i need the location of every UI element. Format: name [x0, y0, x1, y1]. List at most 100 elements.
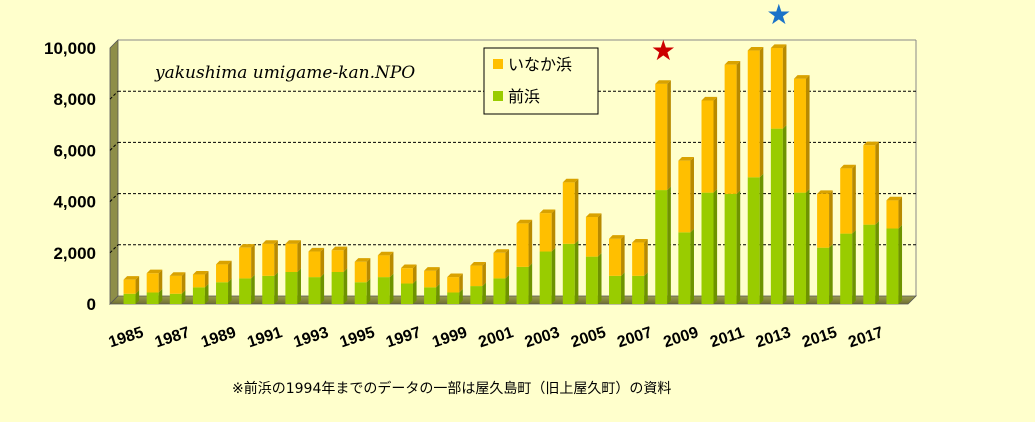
bar-segment	[123, 293, 136, 304]
bar-segment-top	[539, 209, 556, 214]
bar-segment	[516, 266, 529, 304]
gridline-depth	[109, 193, 119, 202]
bar-segment-top	[447, 273, 463, 278]
bar-segment	[470, 265, 483, 287]
bar-segment-top	[632, 238, 648, 243]
bar-segment-side	[436, 283, 440, 304]
y-tick-label: 6,000	[53, 141, 96, 160]
bar-segment-top	[863, 141, 879, 146]
bar-segment-side	[713, 96, 718, 193]
bar-segment	[424, 270, 437, 288]
bar-segment-top	[770, 44, 787, 48]
bar-segment	[192, 287, 205, 304]
side-wall	[109, 39, 119, 305]
x-tick-label: 2015	[800, 324, 839, 351]
bar-segment	[146, 292, 159, 304]
bar-segment	[123, 279, 136, 294]
bar-segment-side	[528, 219, 533, 267]
bar-segment-side	[667, 80, 671, 191]
bar-segment-side	[343, 246, 348, 272]
bar-segment	[239, 247, 252, 279]
bar-segment	[886, 200, 899, 229]
bar-segment-top	[655, 80, 671, 84]
y-tick-label: 8,000	[53, 90, 96, 109]
bar-segment	[585, 216, 598, 257]
bar-segment	[817, 193, 830, 248]
bar-segment-top	[123, 276, 140, 280]
bar-segment-side	[829, 244, 833, 304]
bar-segment-top	[354, 258, 371, 262]
bar-segment-side	[574, 178, 579, 244]
bar-segment	[770, 128, 783, 304]
bar-segment-side	[274, 272, 278, 304]
bar-segment	[447, 277, 460, 293]
bar-segment-side	[135, 290, 140, 304]
bar-segment-side	[297, 268, 301, 304]
bar-segment	[793, 192, 806, 304]
bar-segment-top	[216, 260, 232, 265]
bar-segment	[655, 83, 668, 191]
bar-segment	[377, 255, 390, 278]
gridline-depth	[109, 90, 119, 100]
bar-segment-side	[181, 290, 186, 304]
bar-segment	[377, 277, 390, 304]
bar-segment-side	[644, 272, 648, 304]
bar-segment-side	[366, 258, 371, 283]
bar-segment-top	[377, 251, 394, 256]
x-tick-label: 2007	[615, 324, 654, 351]
x-tick-label: 1999	[430, 324, 469, 351]
bar-segment-side	[852, 164, 856, 234]
bar-segment	[539, 251, 552, 304]
bar-segment	[308, 277, 321, 304]
x-tick-label: 2009	[661, 324, 700, 351]
x-tick-label: 1993	[292, 324, 331, 351]
bar-segment	[216, 264, 229, 283]
bar-segment	[863, 145, 876, 225]
bar-segment-side	[597, 213, 602, 257]
bar-segment-side	[181, 272, 186, 294]
y-tick-label: 0	[87, 295, 96, 314]
bar-segment	[285, 243, 298, 272]
bar-segment	[285, 272, 298, 304]
bar-segment-top	[701, 96, 718, 101]
bar-segment-side	[320, 273, 325, 304]
bar-segment-side	[482, 282, 486, 304]
legend-label-maehama: 前浜	[508, 87, 540, 106]
bar-segment-side	[343, 268, 348, 304]
bar-segment	[169, 275, 182, 294]
x-tick-label: 1991	[245, 324, 284, 351]
bar-segment-side	[736, 190, 741, 304]
bar-segment	[562, 243, 575, 304]
x-tick-label: 1985	[107, 324, 146, 351]
bar-segment	[331, 250, 344, 272]
bar-segment	[724, 193, 737, 304]
bar-segment-top	[470, 262, 486, 266]
bar-segment	[562, 182, 575, 244]
bar-segment-side	[852, 230, 856, 304]
y-tick-label: 4,000	[53, 193, 96, 212]
x-tick-label: 2013	[754, 324, 793, 351]
x-tick-label: 2005	[569, 324, 608, 351]
bar-segment-top	[146, 269, 163, 274]
bar-segment	[493, 278, 506, 304]
star-marker: ★	[651, 34, 676, 67]
bar-segment-side	[320, 247, 325, 278]
bar-segment	[655, 190, 668, 304]
bar-segment-top	[331, 246, 348, 251]
bar-segment-side	[228, 278, 232, 304]
bar-segment-top	[262, 240, 278, 244]
bar-segment-side	[574, 240, 579, 304]
bar-segment-top	[239, 244, 255, 248]
bar-segment-side	[389, 251, 394, 278]
bar-segment-top	[493, 249, 510, 253]
bar-segment-side	[158, 269, 163, 293]
gridline-depth	[109, 244, 119, 254]
x-tick-label: 2011	[708, 324, 746, 351]
bar-segment-side	[805, 189, 810, 304]
bar-segment-side	[621, 272, 625, 304]
legend: いなか浜 前浜	[483, 47, 599, 115]
bar-segment-side	[204, 283, 209, 304]
bar-segment-top	[169, 272, 186, 276]
